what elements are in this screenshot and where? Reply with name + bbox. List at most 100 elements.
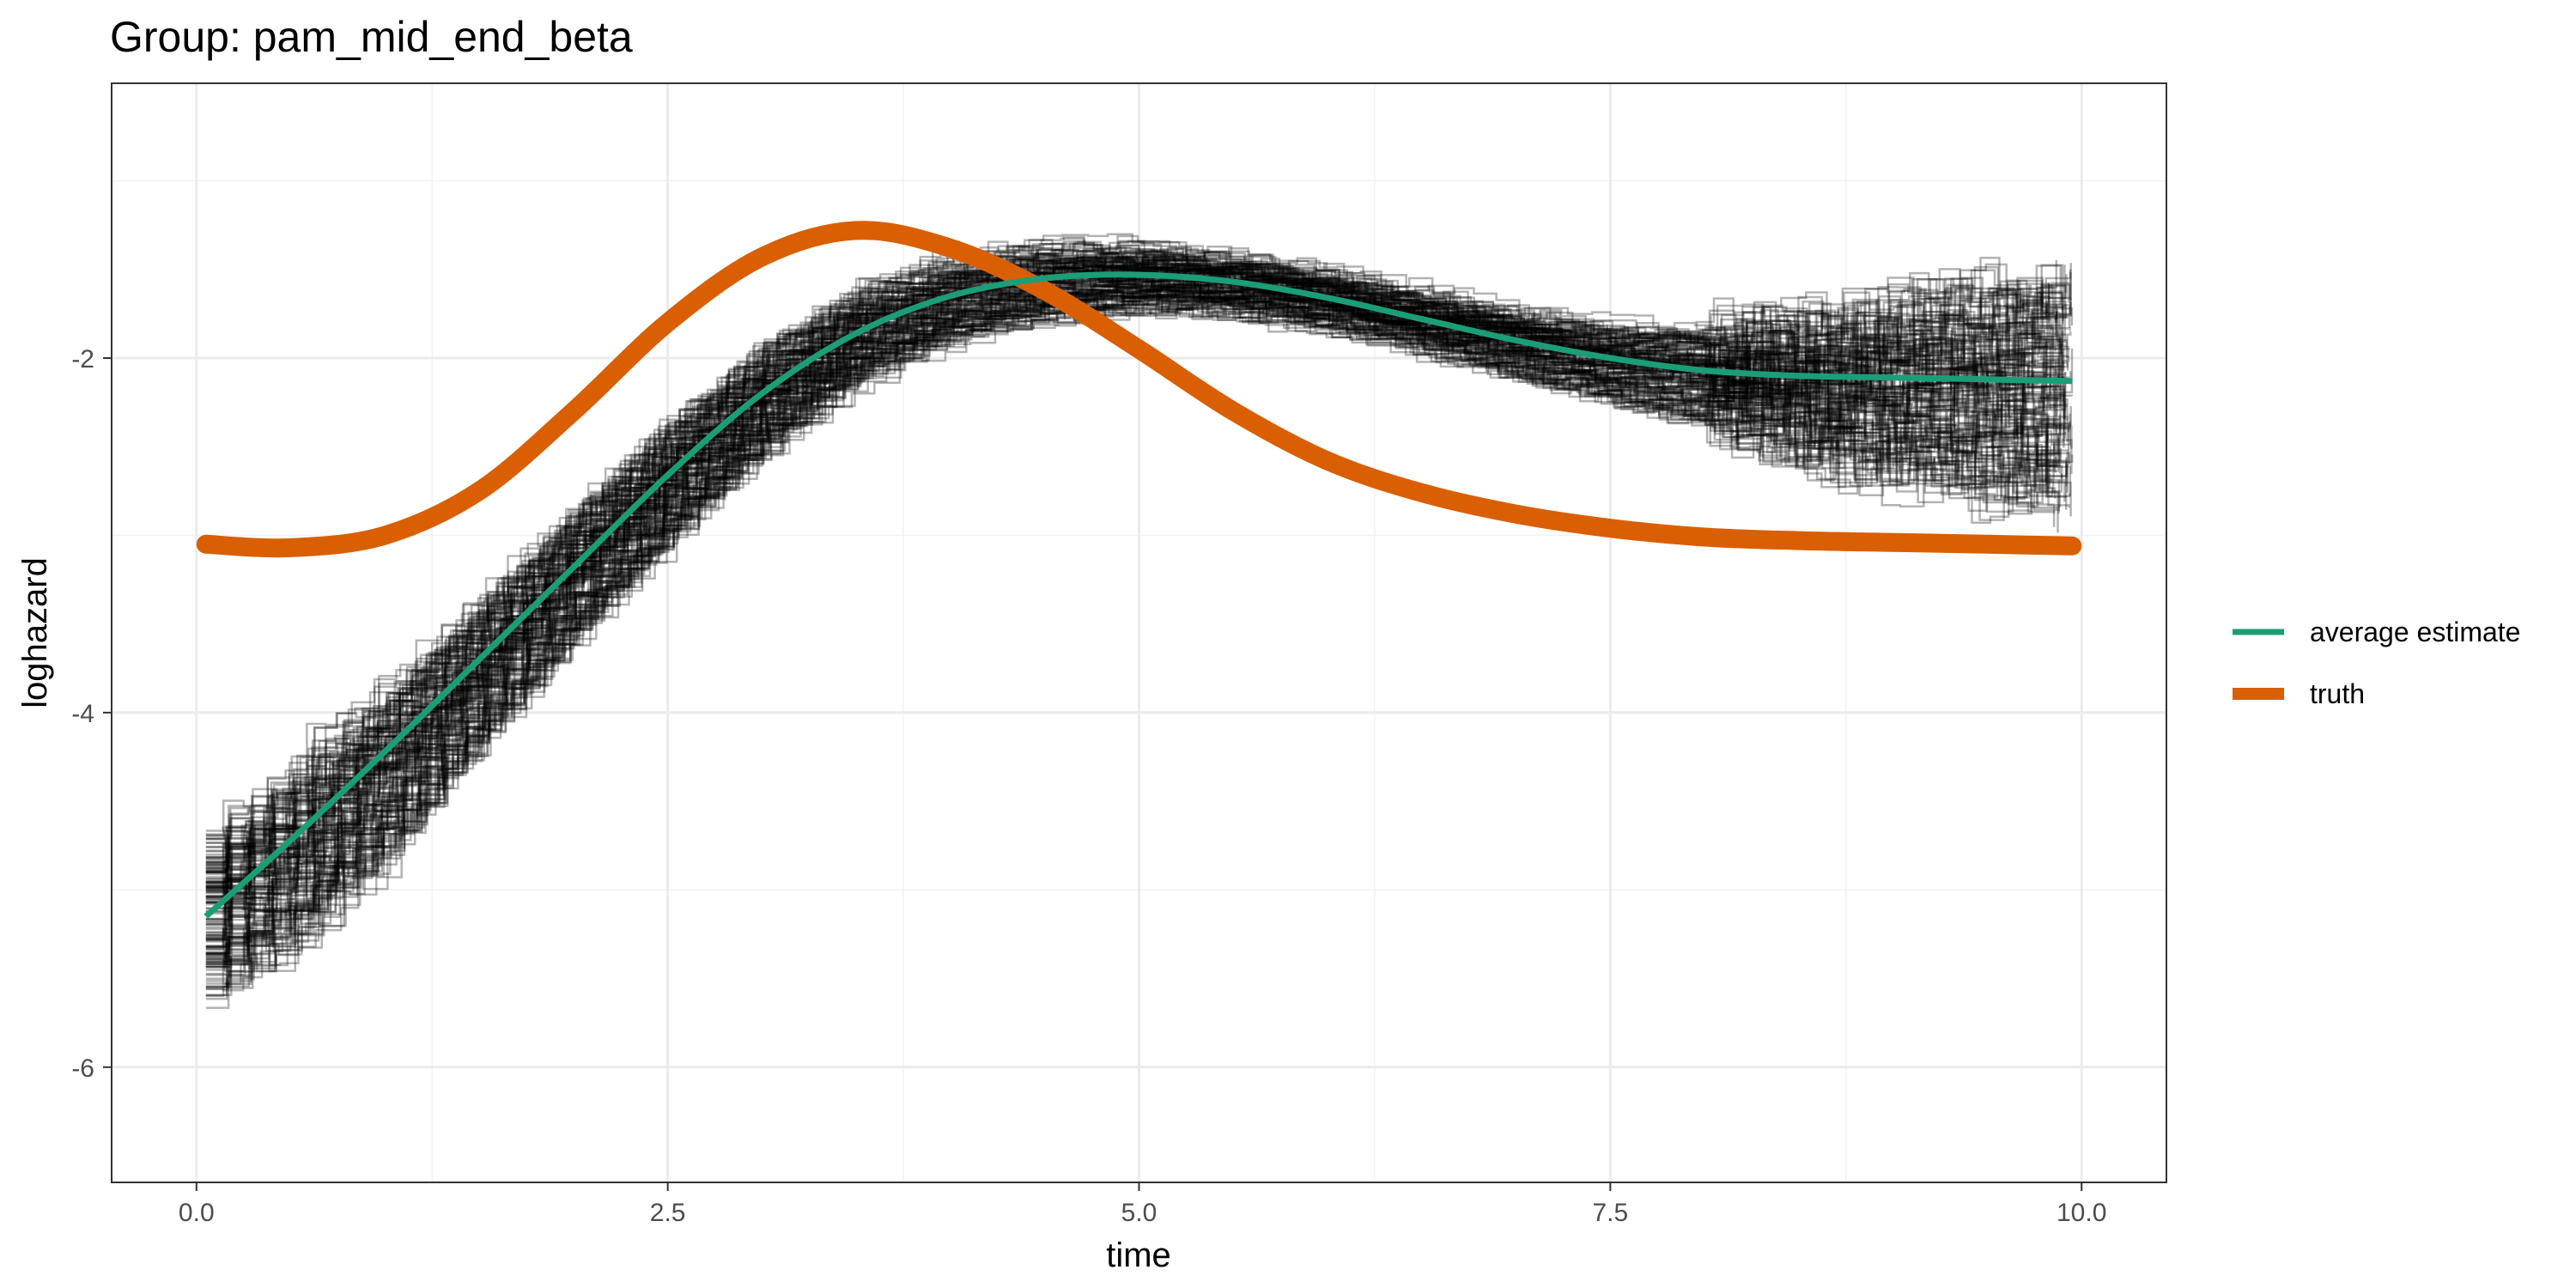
simulation-line — [205, 283, 2073, 964]
simulation-line — [205, 292, 2059, 966]
simulation-line — [205, 259, 2060, 868]
simulation-line — [205, 258, 2057, 885]
simulation-line — [205, 295, 2070, 934]
simulation-line — [205, 264, 2064, 856]
simulation-line — [205, 279, 2063, 947]
simulation-line — [205, 295, 2051, 985]
y-tick-label: -2 — [71, 345, 94, 374]
simulation-line — [205, 244, 2068, 848]
x-axis: 0.0 2.5 5.0 7.5 10.0 — [179, 1182, 2106, 1227]
simulation-line — [205, 255, 2072, 860]
simulation-line — [205, 306, 2068, 992]
legend-label: truth — [2310, 678, 2365, 709]
simulation-line — [205, 282, 2065, 927]
simulation-line — [205, 290, 2062, 954]
simulation-line — [205, 278, 2057, 954]
simulation-line — [205, 279, 2069, 940]
simulation-line — [205, 279, 2071, 945]
simulation-line — [205, 256, 2054, 887]
simulation-line — [205, 252, 2055, 884]
simulation-line — [205, 260, 2057, 883]
simulation-line — [205, 288, 2056, 963]
simulation-line — [205, 264, 2062, 879]
simulation-line — [205, 239, 2066, 852]
legend-label: average estimate — [2310, 617, 2520, 647]
simulation-line — [205, 256, 2067, 888]
simulation-line — [205, 284, 2057, 948]
simulation-line — [205, 279, 2074, 899]
plot-area — [111, 82, 2167, 1183]
simulation-line — [205, 312, 2072, 985]
simulation-line — [205, 301, 2051, 969]
simulation-line — [205, 240, 2072, 864]
simulation-line — [205, 278, 2061, 910]
simulation-line — [205, 237, 2058, 866]
simulation-line — [205, 257, 2058, 853]
simulation-line — [205, 291, 2058, 920]
simulation-line — [205, 288, 2074, 991]
simulation-line — [205, 277, 2058, 934]
y-tick-label: -6 — [71, 1054, 94, 1083]
simulation-line — [205, 261, 2072, 904]
simulation-line — [205, 248, 2064, 870]
simulation-line — [205, 233, 2063, 860]
simulation-line — [205, 300, 2056, 988]
simulation-line — [205, 278, 2057, 904]
simulation-line — [205, 240, 2064, 840]
simulation-line — [205, 285, 2056, 939]
simulation-line — [205, 248, 2068, 873]
simulation-line — [205, 263, 2067, 900]
y-axis: -6 -4 -2 — [71, 345, 112, 1083]
simulation-line — [205, 261, 2069, 899]
x-axis-title: time — [1106, 1236, 1171, 1274]
y-axis-title: loghazard — [16, 557, 54, 708]
simulation-line — [205, 281, 2067, 948]
simulation-line — [205, 263, 2060, 892]
simulation-line — [205, 295, 2061, 966]
simulation-line — [205, 288, 2063, 976]
x-tick-label: 2.5 — [650, 1199, 686, 1227]
simulation-line — [205, 292, 2063, 969]
simulation-line — [205, 275, 2069, 927]
simulation-line — [205, 257, 2064, 872]
simulation-line — [205, 263, 2067, 884]
simulation-line — [205, 251, 2071, 884]
simulation-line — [205, 286, 2055, 975]
x-tick-label: 5.0 — [1121, 1199, 1157, 1227]
simulation-line — [205, 268, 2066, 937]
simulation-line — [205, 285, 2062, 951]
simulation-line — [205, 253, 2057, 870]
simulation-line — [205, 306, 2061, 1010]
simulation-line — [205, 273, 2062, 921]
series-layer — [196, 221, 2082, 919]
simulation-line — [205, 264, 2062, 903]
simulation-line — [205, 275, 2062, 924]
simulation-line — [205, 303, 2061, 969]
simulation-line — [205, 268, 2057, 886]
simulation-line — [205, 295, 2066, 964]
simulation-line — [205, 241, 2050, 837]
simulation-line — [205, 285, 2056, 933]
simulation-line — [205, 254, 2062, 860]
simulation-line — [205, 262, 2069, 902]
simulation-line — [205, 307, 2051, 989]
series-line-truth — [196, 221, 2082, 558]
x-tick-label: 7.5 — [1592, 1199, 1628, 1227]
series-line-average-estimate — [204, 271, 2073, 919]
simulation-line — [205, 288, 2070, 955]
simulation-line — [205, 292, 2068, 985]
simulation-line — [205, 294, 2072, 988]
simulation-line — [205, 256, 2069, 891]
simulation-line — [205, 278, 2062, 903]
x-tick-label: 0.0 — [179, 1199, 215, 1227]
simulation-line — [205, 276, 2056, 910]
chart-title: Group: pam_mid_end_beta — [110, 13, 633, 61]
y-tick-label: -4 — [71, 700, 94, 728]
simulation-line — [205, 283, 2073, 971]
simulation-line — [205, 261, 2055, 878]
simulation-line — [205, 278, 2051, 938]
simulation-line — [205, 294, 2066, 973]
simulation-line — [205, 305, 2056, 998]
simulation-line — [205, 256, 2063, 884]
x-tick-label: 10.0 — [2057, 1199, 2106, 1227]
